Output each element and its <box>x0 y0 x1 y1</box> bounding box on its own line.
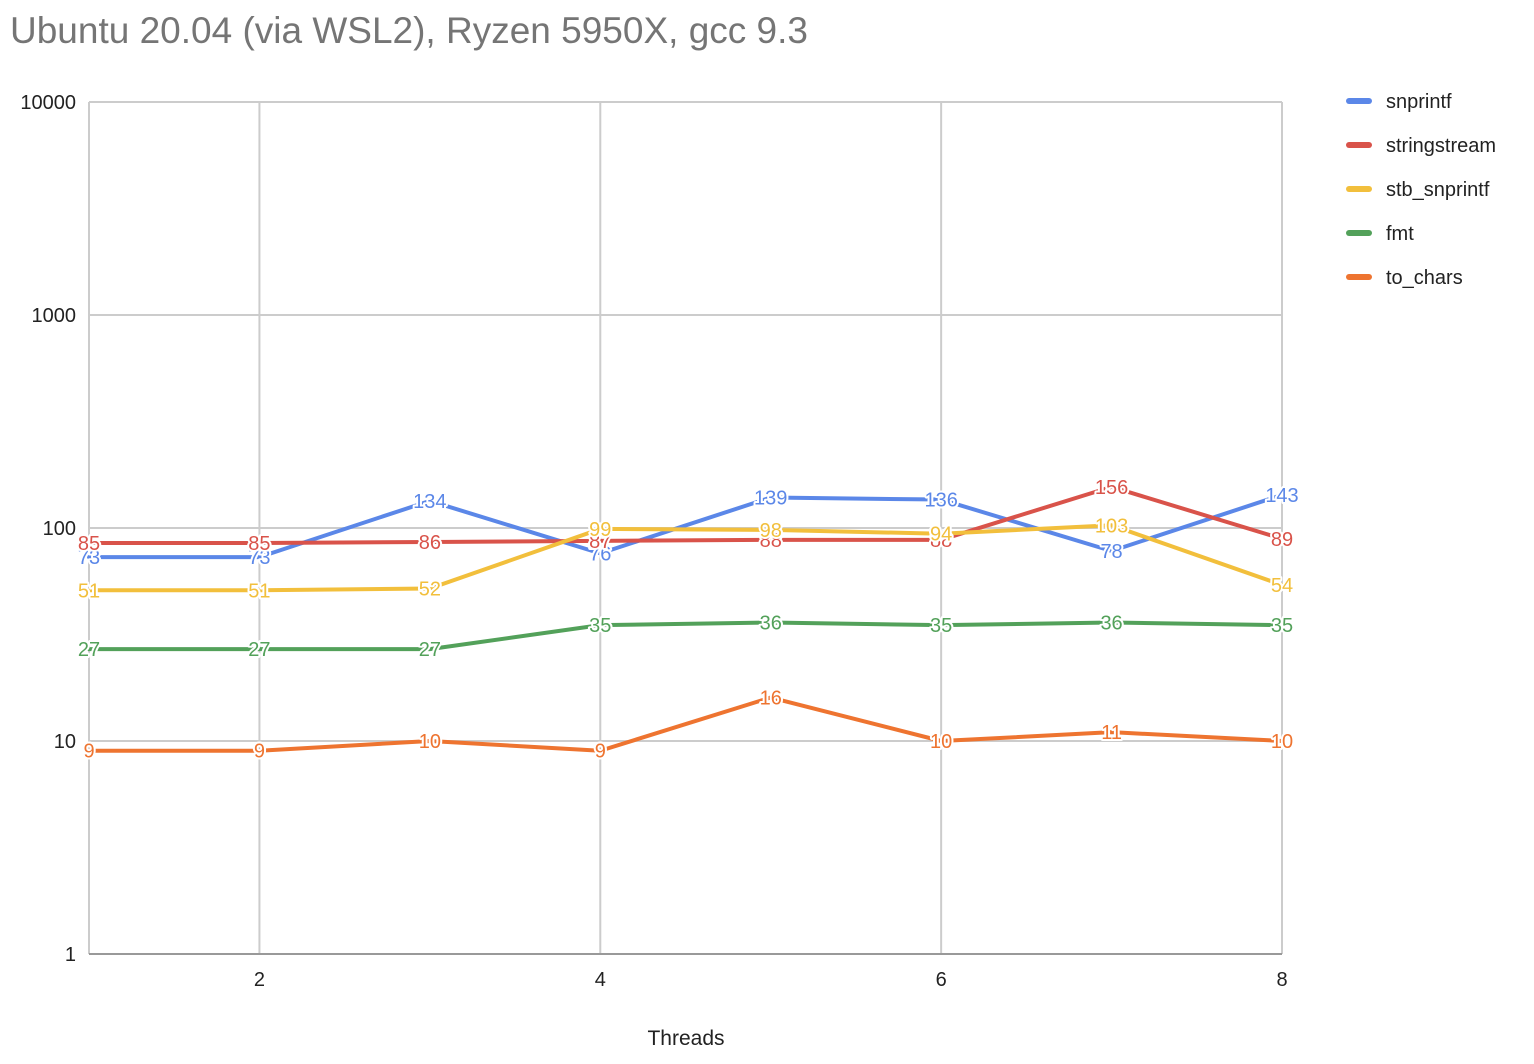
data-label-snprintf: 139 <box>754 488 787 510</box>
axes: 1 10 100 1000 10000 2 4 6 8 <box>20 92 1287 991</box>
data-label-stb_snprintf: 99 <box>589 519 611 541</box>
data-label-stb_snprintf: 54 <box>1271 575 1293 597</box>
y-tick-label: 1000 <box>32 305 77 327</box>
x-tick-label: 8 <box>1276 969 1287 991</box>
data-label-snprintf: 78 <box>1100 541 1122 563</box>
legend-item-stringstream[interactable]: stringstream <box>1346 135 1496 157</box>
data-label-stb_snprintf: 94 <box>930 524 952 546</box>
legend-swatch <box>1346 230 1372 236</box>
data-label-fmt: 36 <box>760 613 782 635</box>
data-label-fmt: 35 <box>930 615 952 637</box>
chart-title: Ubuntu 20.04 (via WSL2), Ryzen 5950X, gc… <box>10 10 808 51</box>
data-label-fmt: 35 <box>1271 615 1293 637</box>
data-label-to_chars: 9 <box>254 741 265 763</box>
series-line-stb_snprintf <box>87 523 1284 593</box>
data-label-to_chars: 10 <box>419 731 441 753</box>
series-line-stringstream <box>87 484 1284 546</box>
y-tick-label: 100 <box>43 518 76 540</box>
x-axis-title: Threads <box>647 1027 724 1050</box>
data-label-stb_snprintf: 51 <box>78 580 100 602</box>
data-label-stringstream: 156 <box>1095 477 1128 499</box>
legend-item-snprintf[interactable]: snprintf <box>1346 91 1452 113</box>
y-tick-label: 10 <box>54 731 76 753</box>
x-tick-label: 4 <box>595 969 606 991</box>
legend-label: stb_snprintf <box>1386 179 1490 201</box>
data-label-snprintf: 136 <box>924 490 957 512</box>
legend-label: fmt <box>1386 223 1414 245</box>
data-label-stringstream: 88 <box>930 530 952 552</box>
legend-label: snprintf <box>1386 91 1452 113</box>
data-label-snprintf: 76 <box>589 543 611 565</box>
legend-item-stb_snprintf[interactable]: stb_snprintf <box>1346 179 1490 201</box>
data-label-to_chars: 10 <box>1271 731 1293 753</box>
data-label-stringstream: 89 <box>1271 529 1293 551</box>
data-label-snprintf: 73 <box>78 547 100 569</box>
legend-swatch <box>1346 274 1372 280</box>
legend-label: stringstream <box>1386 135 1496 157</box>
data-label-stb_snprintf: 103 <box>1095 515 1128 537</box>
data-label-to_chars: 10 <box>930 731 952 753</box>
data-label-fmt: 35 <box>589 615 611 637</box>
data-label-stb_snprintf: 52 <box>419 578 441 600</box>
series-lines <box>87 484 1284 753</box>
data-label-to_chars: 9 <box>83 741 94 763</box>
legend-swatch <box>1346 186 1372 192</box>
data-label-stringstream: 85 <box>248 533 270 555</box>
series-line-to_chars <box>87 695 1284 753</box>
series-line-snprintf <box>87 492 1284 560</box>
legend-item-fmt[interactable]: fmt <box>1346 223 1414 245</box>
data-label-fmt: 27 <box>78 639 100 661</box>
x-tick-label: 6 <box>936 969 947 991</box>
data-labels: 73 73 134 76 139 136 78 143 85 85 86 87 88 88 156 89 51 5… <box>76 475 1301 765</box>
data-label-stringstream: 86 <box>419 532 441 554</box>
data-label-to_chars: 9 <box>595 741 606 763</box>
y-tick-label: 1 <box>65 944 76 966</box>
data-label-stringstream: 87 <box>589 531 611 553</box>
data-label-fmt: 36 <box>1100 613 1122 635</box>
data-label-fmt: 27 <box>419 639 441 661</box>
data-label-snprintf: 134 <box>413 491 446 513</box>
data-label-stb_snprintf: 51 <box>248 580 270 602</box>
data-label-stringstream: 88 <box>760 530 782 552</box>
legend-item-to_chars[interactable]: to_chars <box>1346 267 1463 289</box>
series-line-fmt <box>87 620 1284 652</box>
data-label-to_chars: 11 <box>1101 722 1122 744</box>
x-tick-label: 2 <box>254 969 265 991</box>
legend-swatch <box>1346 142 1372 148</box>
y-tick-label: 10000 <box>20 92 76 114</box>
data-label-to_chars: 16 <box>760 688 782 710</box>
data-label-stringstream: 85 <box>78 533 100 555</box>
data-label-snprintf: 143 <box>1265 485 1298 507</box>
legend-label: to_chars <box>1386 267 1463 289</box>
legend-swatch <box>1346 98 1372 104</box>
data-label-snprintf: 73 <box>248 547 270 569</box>
data-label-fmt: 27 <box>248 639 270 661</box>
data-label-stb_snprintf: 98 <box>760 520 782 542</box>
